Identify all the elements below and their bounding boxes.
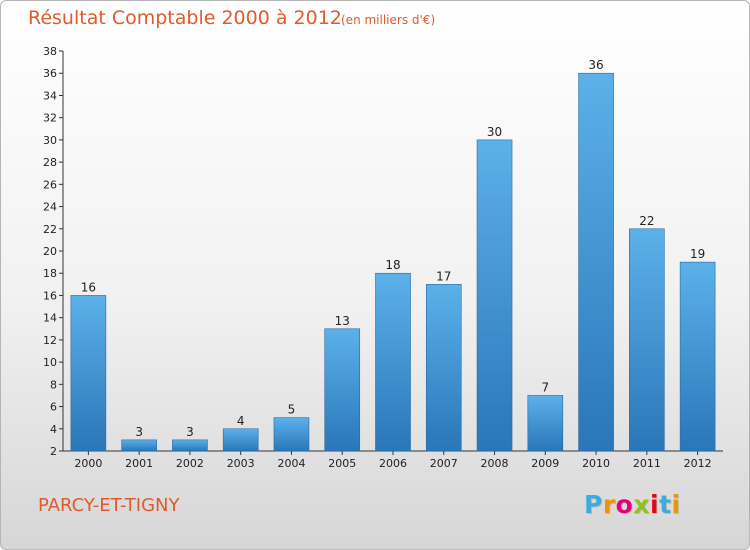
x-tick-label-2012: 2012: [684, 457, 712, 470]
bar-2005: [324, 328, 361, 452]
data-label-2001: 3: [135, 425, 143, 439]
x-tick-label-2011: 2011: [633, 457, 661, 470]
y-tick-label: 32: [43, 112, 57, 125]
logo-letter: x: [633, 490, 650, 519]
y-tick-label: 2: [50, 445, 57, 458]
logo-letter: r: [602, 490, 616, 519]
bar-2006: [375, 272, 411, 452]
data-label-2004: 5: [288, 403, 296, 417]
y-tick-label: 38: [43, 45, 57, 58]
bar-2008: [476, 139, 513, 452]
data-label-2006: 18: [385, 258, 400, 272]
data-label-2003: 4: [237, 414, 245, 428]
y-tick-label: 10: [43, 356, 57, 369]
y-tick-label: 6: [50, 401, 57, 414]
x-tick-label-2000: 2000: [74, 457, 102, 470]
bar-2004: [273, 417, 310, 452]
bar-2000: [70, 295, 107, 452]
y-tick-label: 30: [43, 134, 57, 147]
chart-subtitle: (en milliers d'€): [341, 13, 436, 27]
proxiti-logo: Proxiti: [584, 490, 681, 519]
x-tick-label-2009: 2009: [531, 457, 559, 470]
y-tick-label: 18: [43, 267, 57, 280]
data-label-2007: 17: [436, 269, 451, 283]
y-tick-label: 8: [50, 378, 57, 391]
data-label-2002: 3: [186, 425, 194, 439]
x-tick-label-2001: 2001: [125, 457, 153, 470]
x-tick-label-2010: 2010: [582, 457, 610, 470]
chart-title: Résultat Comptable 2000 à 2012: [28, 7, 342, 29]
data-label-2005: 13: [335, 314, 350, 328]
x-tick-label-2008: 2008: [481, 457, 509, 470]
data-label-2008: 30: [487, 125, 502, 139]
bar-2007: [425, 284, 462, 452]
bar-2009: [527, 395, 564, 452]
y-tick-label: 22: [43, 223, 57, 236]
logo-letter: o: [615, 490, 634, 519]
chart-data-labels: 16 3 3 4 5 13 18 17 30 7 36 22 19: [81, 58, 706, 439]
x-tick-label-2002: 2002: [176, 457, 204, 470]
logo-letter: i: [650, 490, 660, 519]
y-tick-label: 28: [43, 156, 57, 169]
y-tick-label: 36: [43, 67, 57, 80]
y-tick-label: 26: [43, 178, 57, 191]
data-label-2000: 16: [81, 280, 96, 294]
x-tick-label-2003: 2003: [227, 457, 255, 470]
logo-letter: P: [584, 490, 603, 519]
y-tick-label: 14: [43, 312, 57, 325]
data-label-2009: 7: [541, 380, 549, 394]
logo-letter: i: [671, 490, 681, 519]
data-label-2012: 19: [690, 247, 705, 261]
bar-2011: [629, 228, 665, 452]
chart-bars: [70, 72, 716, 452]
place-name: PARCY-ET-TIGNY: [38, 495, 180, 516]
y-tick-label: 34: [43, 89, 57, 102]
x-tick-label-2005: 2005: [328, 457, 356, 470]
data-label-2010: 36: [588, 58, 603, 72]
data-label-2011: 22: [639, 214, 654, 228]
x-tick-label-2006: 2006: [379, 457, 407, 470]
y-tick-label: 12: [43, 334, 57, 347]
y-tick-label: 20: [43, 245, 57, 258]
bar-2012: [679, 261, 716, 452]
bar-2003: [222, 428, 259, 452]
bar-2010: [578, 72, 614, 452]
x-tick-label-2007: 2007: [430, 457, 458, 470]
bar-2001: [121, 439, 157, 452]
bar-2002: [172, 439, 208, 452]
x-tick-label-2004: 2004: [277, 457, 305, 470]
y-tick-label: 16: [43, 289, 57, 302]
logo-letter: t: [659, 490, 672, 519]
y-tick-label: 4: [50, 423, 57, 436]
y-tick-label: 24: [43, 201, 57, 214]
